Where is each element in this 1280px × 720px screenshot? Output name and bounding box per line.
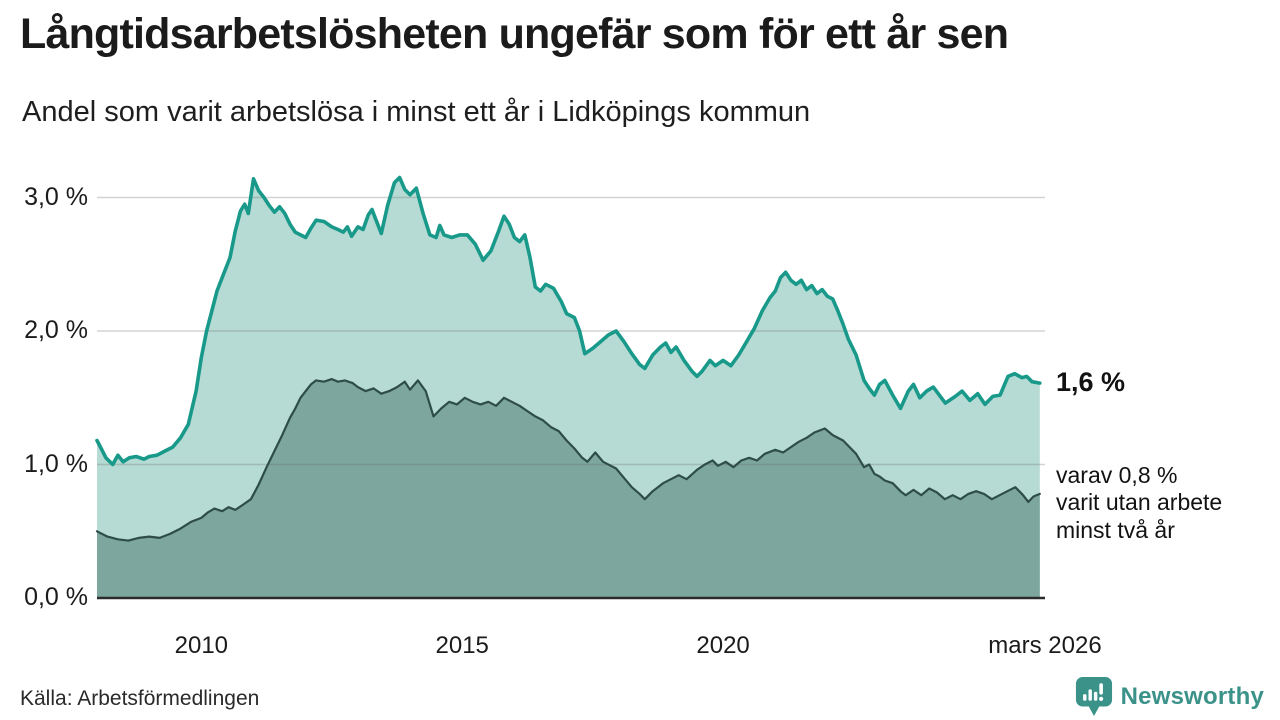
x-tick-mars-2026: mars 2026 <box>988 632 1102 659</box>
logo-wordmark: Newsworthy <box>1120 683 1264 710</box>
x-tick-2010: 2010 <box>174 632 229 659</box>
page-title: Långtidsarbetslösheten ungefär som för e… <box>20 10 1009 58</box>
line-total <box>95 175 1042 467</box>
y-tick-2: 2,0 % <box>24 316 88 344</box>
end-note-line-2: varit utan arbete <box>1056 489 1223 516</box>
newsworthy-chart-bubble-icon <box>1075 677 1112 716</box>
source-credit: Källa: Arbetsförmedlingen <box>20 687 260 710</box>
y-tick-0: 0,0 % <box>24 583 88 611</box>
end-note-line-3: minst två år <box>1056 516 1175 543</box>
x-tick-2015: 2015 <box>435 632 489 659</box>
page-subtitle: Andel som varit arbetslösa i minst ett å… <box>22 96 811 128</box>
y-tick-3: 3,0 % <box>24 182 88 211</box>
end-value-note: varav 0,8 % varit utan arbete minst två … <box>1056 462 1222 545</box>
area-two-years <box>97 379 1040 598</box>
newsworthy-logo: Newsworthy <box>1075 676 1264 718</box>
x-tick-2020: 2020 <box>696 632 750 659</box>
end-value-label: 1,6 % <box>1056 367 1126 398</box>
y-tick-1: 1,0 % <box>24 449 88 478</box>
end-note-line-1: varav 0,8 % <box>1056 461 1178 488</box>
line-two-years <box>95 378 1041 542</box>
